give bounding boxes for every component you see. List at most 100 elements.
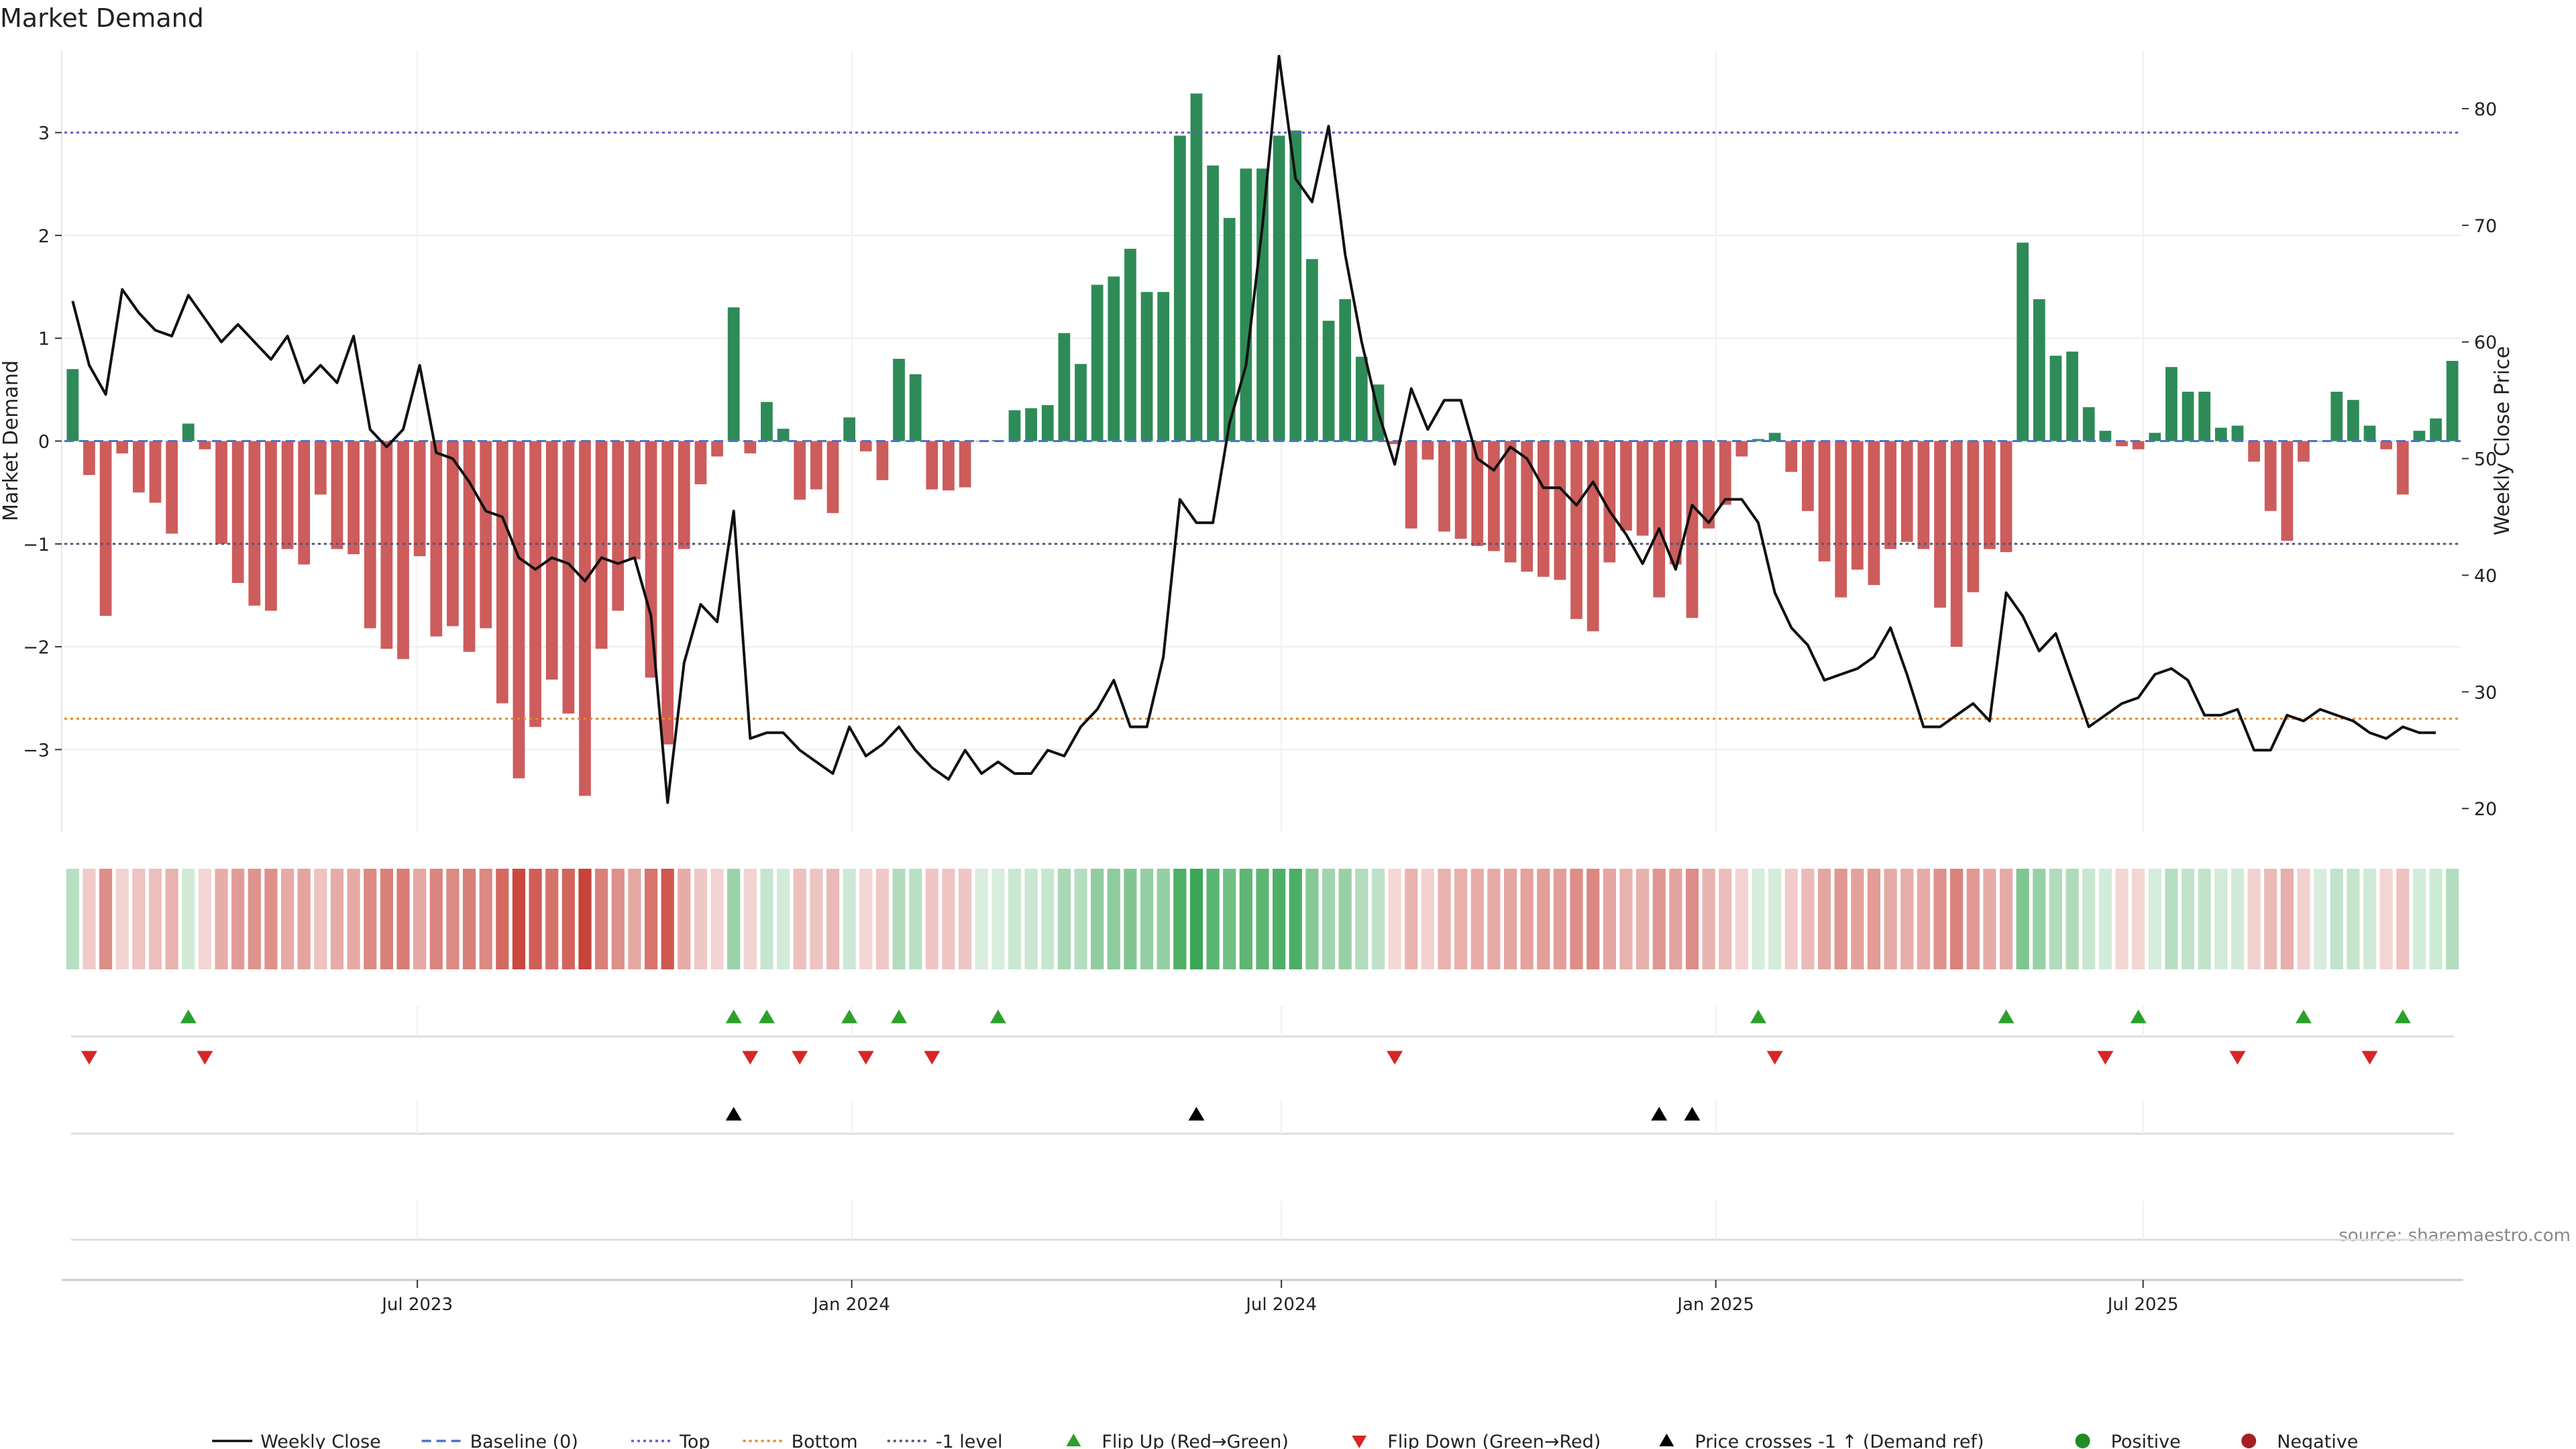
- demand-bar: [2066, 352, 2078, 441]
- heat-cell: [429, 869, 443, 969]
- heat-cell: [1140, 869, 1154, 969]
- heat-cell: [512, 869, 526, 969]
- flip-up-marker: [841, 1010, 858, 1024]
- legend-label: Positive: [2111, 1432, 2181, 1449]
- heat-cell: [380, 869, 393, 969]
- legend-swatch: [2075, 1434, 2090, 1448]
- demand-bar: [1008, 410, 1021, 441]
- demand-bar: [2413, 431, 2426, 441]
- heat-cell: [975, 869, 988, 969]
- price-cross-marker: [725, 1107, 742, 1121]
- legend-item: -1 level: [887, 1432, 1003, 1449]
- demand-bar: [116, 441, 129, 453]
- heat-cell: [1603, 869, 1616, 969]
- legend-swatch: [1659, 1434, 1674, 1446]
- heat-cell: [1273, 869, 1286, 969]
- heat-cell: [2115, 869, 2129, 969]
- demand-bar: [1322, 321, 1335, 441]
- heat-cell: [1405, 869, 1418, 969]
- flip-up-marker: [1998, 1010, 2015, 1024]
- legend-label: Price crosses -1 ↑ (Demand ref): [1695, 1432, 1984, 1449]
- demand-bar: [810, 441, 822, 490]
- heat-cell: [1917, 869, 1930, 969]
- demand-bar: [66, 369, 79, 441]
- legend-swatch: [1066, 1434, 1081, 1446]
- demand-bar: [215, 441, 227, 544]
- heat-cell: [1537, 869, 1550, 969]
- demand-bar: [2082, 407, 2095, 441]
- demand-bar: [2000, 441, 2012, 553]
- heat-cell: [364, 869, 377, 969]
- heat-cell: [859, 869, 873, 969]
- demand-bar: [265, 441, 277, 611]
- heat-cell: [165, 869, 178, 969]
- heat-cell: [248, 869, 261, 969]
- y-tick-label: −3: [23, 740, 50, 761]
- heat-cell: [1768, 869, 1782, 969]
- demand-bar: [1025, 408, 1037, 441]
- demand-bar: [1438, 441, 1450, 532]
- demand-bar: [2099, 431, 2112, 441]
- demand-bar: [1223, 217, 1236, 441]
- heat-cell: [942, 869, 955, 969]
- heat-cell: [1057, 869, 1071, 969]
- legend-item: Bottom: [743, 1432, 858, 1449]
- heat-cell: [2098, 869, 2112, 969]
- heat-cell: [264, 869, 278, 969]
- legend-item: Weekly Close: [212, 1432, 381, 1449]
- heat-cell: [148, 869, 162, 969]
- weekly-close-line: [71, 54, 2436, 804]
- heat-cell: [1157, 869, 1170, 969]
- heat-cell: [1173, 869, 1187, 969]
- demand-bar: [1190, 93, 1203, 441]
- heat-cell: [1322, 869, 1336, 969]
- heat-cell: [347, 869, 360, 969]
- flip-up-marker: [2295, 1010, 2312, 1024]
- heat-cell: [1587, 869, 1600, 969]
- legend-item: Negative: [2241, 1432, 2358, 1449]
- demand-bar: [231, 441, 244, 584]
- demand-bar: [1636, 441, 1649, 536]
- heat-cell: [529, 869, 542, 969]
- heat-cell: [1074, 869, 1087, 969]
- demand-bar: [943, 441, 955, 491]
- heat-cell: [810, 869, 823, 969]
- heat-cell: [1438, 869, 1451, 969]
- demand-bar: [1900, 441, 1913, 542]
- heat-cell: [826, 869, 840, 969]
- price-cross-marker: [1651, 1107, 1668, 1121]
- demand-bar: [1355, 356, 1368, 441]
- heat-cell: [2347, 869, 2360, 969]
- heat-cell: [1454, 869, 1468, 969]
- y2-tick-label: 50: [2474, 449, 2497, 470]
- heat-cell: [1024, 869, 1038, 969]
- heat-cell: [314, 869, 327, 969]
- heat-cell: [727, 869, 741, 969]
- heat-cell: [2330, 869, 2343, 969]
- flip-down-marker: [2229, 1051, 2246, 1065]
- heat-cell: [2313, 869, 2327, 969]
- heat-cell: [1735, 869, 1749, 969]
- x-tick-label: Jan 2025: [1676, 1295, 1754, 1315]
- demand-bar: [744, 441, 757, 453]
- heat-cell: [413, 869, 427, 969]
- demand-bar: [2049, 356, 2062, 441]
- heat-cell: [1124, 869, 1137, 969]
- y-tick-label: 1: [38, 329, 50, 350]
- demand-bar: [463, 441, 476, 652]
- flip-up-marker: [989, 1010, 1006, 1024]
- y-tick-label: 0: [38, 432, 50, 453]
- demand-bar: [761, 402, 773, 441]
- heat-cell: [280, 869, 294, 969]
- demand-bar: [413, 441, 426, 557]
- demand-bar: [579, 441, 591, 796]
- demand-bar: [1835, 441, 1847, 598]
- legend-label: Weekly Close: [260, 1432, 381, 1449]
- heat-cell: [1900, 869, 1914, 969]
- heat-cell: [2049, 869, 2063, 969]
- legend-item: Flip Down (Green→Red): [1352, 1432, 1601, 1449]
- heat-cell: [2198, 869, 2211, 969]
- heat-cell: [628, 869, 641, 969]
- demand-bar: [2314, 441, 2326, 442]
- demand-bar: [2198, 391, 2211, 441]
